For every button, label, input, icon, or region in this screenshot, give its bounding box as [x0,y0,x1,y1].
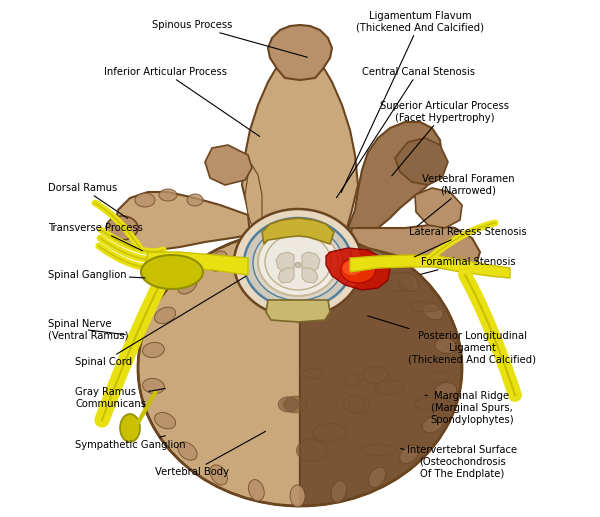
Ellipse shape [244,218,352,308]
Text: Vertebral Foramen
(Narrowed): Vertebral Foramen (Narrowed) [417,174,514,226]
Ellipse shape [410,301,442,312]
Polygon shape [115,192,250,250]
Polygon shape [205,145,252,185]
Ellipse shape [361,444,395,455]
Ellipse shape [375,380,404,395]
Ellipse shape [210,251,227,271]
Polygon shape [302,268,318,283]
Text: Dorsal Ramus: Dorsal Ramus [48,183,128,219]
Ellipse shape [178,276,197,294]
Ellipse shape [253,225,343,300]
Ellipse shape [415,398,451,410]
Ellipse shape [290,229,305,251]
Text: Inferior Articular Process: Inferior Articular Process [104,67,260,136]
Text: Ligamentum Flavum
(Thickened And Calcified): Ligamentum Flavum (Thickened And Calcifi… [341,11,484,192]
Ellipse shape [106,216,138,240]
Text: Spinal Ganglion: Spinal Ganglion [48,270,145,280]
Text: Vertebral Body: Vertebral Body [155,431,266,477]
Ellipse shape [289,279,316,290]
Text: Posterior Longitudinal
Ligament
(Thickened And Calcified): Posterior Longitudinal Ligament (Thicken… [368,316,536,364]
Ellipse shape [143,342,164,358]
Text: Transverse Process: Transverse Process [48,223,143,251]
Text: Superior Articular Process
(Facet Hypertrophy): Superior Articular Process (Facet Hypert… [380,101,509,176]
Polygon shape [300,230,462,506]
Text: Spinous Process: Spinous Process [152,20,307,57]
Polygon shape [348,122,442,232]
Ellipse shape [344,395,364,413]
Ellipse shape [284,396,307,413]
Ellipse shape [428,371,448,383]
Text: Sympathetic Ganglion: Sympathetic Ganglion [75,436,185,450]
Ellipse shape [155,413,176,429]
Polygon shape [268,25,332,80]
Ellipse shape [141,255,203,289]
Ellipse shape [385,272,413,291]
Ellipse shape [178,442,197,460]
Ellipse shape [363,366,388,384]
Ellipse shape [304,368,322,379]
Text: Intervertebral Surface
(Osteochondrosis
Of The Endplate): Intervertebral Surface (Osteochondrosis … [401,446,517,479]
Ellipse shape [349,398,370,414]
Polygon shape [415,188,462,228]
Ellipse shape [258,228,338,296]
Ellipse shape [248,480,264,501]
Ellipse shape [135,193,155,207]
Polygon shape [138,230,300,506]
Ellipse shape [234,209,362,317]
Polygon shape [242,47,358,240]
Ellipse shape [277,293,299,311]
Ellipse shape [239,217,357,315]
Text: Marginal Ridge
(Marginal Spurs,
Spondylophytes): Marginal Ridge (Marginal Spurs, Spondylo… [425,391,514,424]
Ellipse shape [435,383,457,398]
Ellipse shape [210,465,227,485]
Ellipse shape [159,189,177,201]
Polygon shape [350,225,480,270]
Text: Spinal Cord: Spinal Cord [75,277,245,367]
Ellipse shape [435,338,457,354]
Ellipse shape [422,303,443,320]
Text: Foraminal Stenosis: Foraminal Stenosis [421,257,515,275]
Ellipse shape [368,467,386,488]
Text: Lateral Recess Stenosis: Lateral Recess Stenosis [409,227,527,257]
Ellipse shape [313,423,346,442]
Ellipse shape [331,234,347,255]
Ellipse shape [296,439,326,461]
Ellipse shape [155,307,176,324]
Ellipse shape [422,416,443,433]
Ellipse shape [187,194,203,206]
Ellipse shape [400,272,419,291]
Ellipse shape [400,445,419,464]
Ellipse shape [295,263,301,267]
Polygon shape [302,252,320,272]
Ellipse shape [342,260,362,276]
Polygon shape [278,268,294,283]
Ellipse shape [398,274,418,292]
Ellipse shape [290,485,305,507]
Ellipse shape [265,234,331,290]
Polygon shape [145,252,248,275]
Polygon shape [276,252,294,272]
Polygon shape [245,165,262,235]
Ellipse shape [345,375,361,387]
Polygon shape [266,300,330,322]
Ellipse shape [248,235,264,256]
Polygon shape [262,218,334,244]
Polygon shape [350,255,510,278]
Polygon shape [395,138,448,185]
Ellipse shape [120,414,140,442]
Ellipse shape [143,378,164,393]
Ellipse shape [341,257,376,283]
Text: Spinal Nerve
(Ventral Ramus): Spinal Nerve (Ventral Ramus) [48,319,128,341]
Ellipse shape [331,481,347,503]
Ellipse shape [278,397,298,412]
Text: Gray Ramus
Communicans: Gray Ramus Communicans [75,387,165,409]
Text: Central Canal Stenosis: Central Canal Stenosis [337,67,475,197]
Polygon shape [326,248,390,290]
Ellipse shape [368,249,386,269]
